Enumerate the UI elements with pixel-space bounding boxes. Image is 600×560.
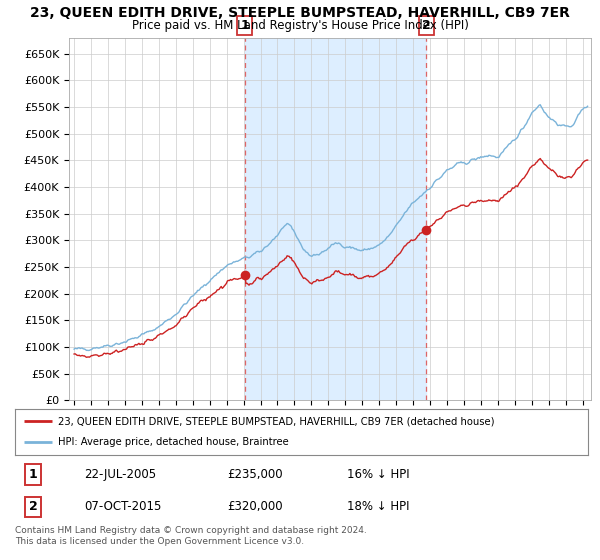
Text: 2: 2 bbox=[422, 19, 430, 32]
Text: 16% ↓ HPI: 16% ↓ HPI bbox=[347, 468, 410, 480]
Text: Contains HM Land Registry data © Crown copyright and database right 2024.
This d: Contains HM Land Registry data © Crown c… bbox=[15, 526, 367, 546]
Text: 23, QUEEN EDITH DRIVE, STEEPLE BUMPSTEAD, HAVERHILL, CB9 7ER (detached house): 23, QUEEN EDITH DRIVE, STEEPLE BUMPSTEAD… bbox=[58, 416, 494, 426]
Text: 22-JUL-2005: 22-JUL-2005 bbox=[84, 468, 156, 480]
Text: £320,000: £320,000 bbox=[227, 501, 283, 514]
Text: HPI: Average price, detached house, Braintree: HPI: Average price, detached house, Brai… bbox=[58, 437, 289, 447]
Text: 1: 1 bbox=[241, 19, 249, 32]
Text: 18% ↓ HPI: 18% ↓ HPI bbox=[347, 501, 410, 514]
Bar bbox=[245, 38, 426, 400]
Text: 07-OCT-2015: 07-OCT-2015 bbox=[84, 501, 161, 514]
Text: 2: 2 bbox=[29, 501, 38, 514]
Text: Price paid vs. HM Land Registry's House Price Index (HPI): Price paid vs. HM Land Registry's House … bbox=[131, 19, 469, 32]
Text: 1: 1 bbox=[29, 468, 38, 480]
Text: £235,000: £235,000 bbox=[227, 468, 283, 480]
Text: 23, QUEEN EDITH DRIVE, STEEPLE BUMPSTEAD, HAVERHILL, CB9 7ER: 23, QUEEN EDITH DRIVE, STEEPLE BUMPSTEAD… bbox=[30, 6, 570, 20]
